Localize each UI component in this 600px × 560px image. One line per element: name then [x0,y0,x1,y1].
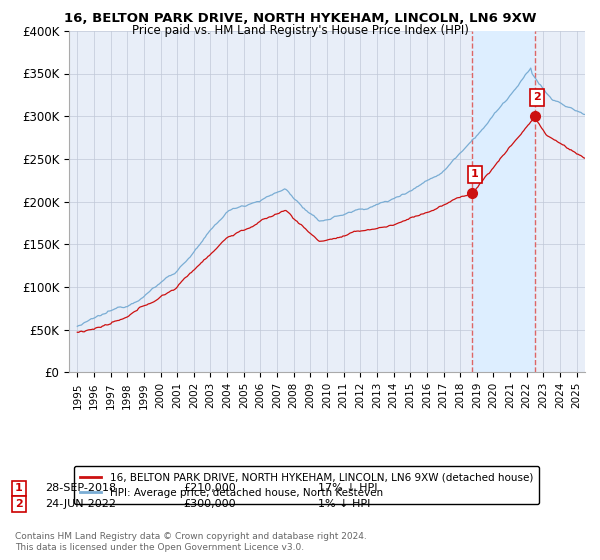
Text: Contains HM Land Registry data © Crown copyright and database right 2024.
This d: Contains HM Land Registry data © Crown c… [15,532,367,552]
Text: 2: 2 [15,499,23,509]
Text: £210,000: £210,000 [183,483,236,493]
Text: 24-JUN-2022: 24-JUN-2022 [45,499,116,509]
Bar [472,31,535,372]
Text: 16, BELTON PARK DRIVE, NORTH HYKEHAM, LINCOLN, LN6 9XW: 16, BELTON PARK DRIVE, NORTH HYKEHAM, LI… [64,12,536,25]
Text: £300,000: £300,000 [183,499,236,509]
Legend: 16, BELTON PARK DRIVE, NORTH HYKEHAM, LINCOLN, LN6 9XW (detached house), HPI: Av: 16, BELTON PARK DRIVE, NORTH HYKEHAM, LI… [74,466,539,504]
Text: 2: 2 [533,92,541,102]
Text: 1% ↓ HPI: 1% ↓ HPI [318,499,370,509]
Text: Price paid vs. HM Land Registry's House Price Index (HPI): Price paid vs. HM Land Registry's House … [131,24,469,36]
Text: 17% ↓ HPI: 17% ↓ HPI [318,483,377,493]
Text: 1: 1 [471,169,479,179]
Text: 28-SEP-2018: 28-SEP-2018 [45,483,116,493]
Text: 1: 1 [15,483,23,493]
